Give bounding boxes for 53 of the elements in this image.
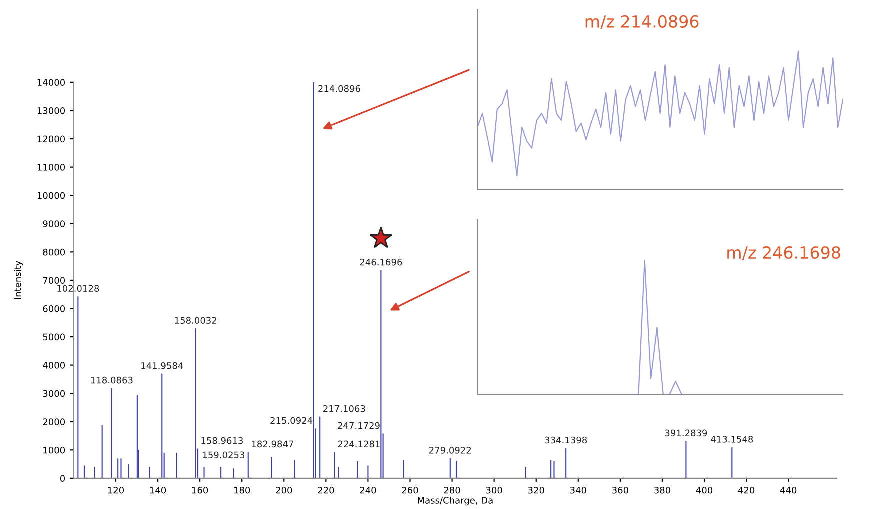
- y-tick-label: 11000: [38, 164, 66, 171]
- x-tick-label: 160: [192, 486, 208, 494]
- y-tick-label: 0: [60, 475, 66, 482]
- annotation: 224.1281: [338, 440, 380, 448]
- annotation: 334.1398: [545, 436, 588, 444]
- x-tick-label: 360: [612, 486, 628, 494]
- y-tick-label: 3000: [43, 390, 66, 398]
- x-tick-label: 280: [444, 486, 460, 494]
- y-tick-label: 7000: [43, 277, 66, 284]
- y-tick-label: 9000: [43, 220, 66, 228]
- chart-title: m/z 214.0896: [586, 15, 699, 30]
- x-tick-label: 420: [738, 486, 755, 494]
- y-tick-label: 13000: [38, 107, 66, 114]
- annotation: 102.0128: [58, 285, 100, 292]
- x-tick-label: 440: [780, 486, 797, 494]
- y-tick-label: 2000: [43, 418, 66, 426]
- x-tick-label: 200: [276, 486, 292, 494]
- annotation: 279.0922: [430, 447, 472, 454]
- y-tick-label: 10000: [38, 192, 66, 200]
- x-tick-label: 120: [108, 486, 124, 494]
- y-tick-label: 14000: [38, 79, 66, 86]
- annotation: 217.1063: [324, 405, 366, 412]
- annotation: 158.0032: [175, 317, 216, 324]
- x-tick-label: 220: [318, 486, 334, 494]
- annotation: 182.9847: [252, 440, 294, 448]
- annotation: 159.0253: [203, 452, 245, 459]
- x-tick-label: 240: [360, 486, 376, 494]
- x-tick-label: 140: [150, 486, 166, 494]
- y-tick-label: 4000: [43, 362, 66, 369]
- x-tick-label: 320: [528, 486, 544, 494]
- x-tick-label: 400: [696, 486, 713, 494]
- annotation: 141.9584: [142, 362, 184, 370]
- annotation: 246.1696: [360, 258, 402, 266]
- chart-title: m/z 246.1698: [728, 246, 840, 260]
- y-tick-label: 8000: [43, 248, 66, 256]
- y-tick-label: 5000: [43, 334, 66, 341]
- x-tick-label: 380: [654, 486, 670, 494]
- x-tick-label: 260: [402, 486, 418, 494]
- annotation: 158.9613: [202, 437, 244, 444]
- y-tick-label: 1000: [44, 446, 66, 454]
- annotation: 215.0924: [270, 417, 313, 424]
- y-tick-label: 6000: [43, 305, 66, 312]
- x-tick-label: 300: [486, 486, 502, 494]
- annotation: 413.1548: [711, 436, 754, 443]
- x-tick-label: 340: [570, 486, 586, 494]
- annotation: 391.2839: [665, 430, 708, 437]
- y-axis-title: Intensity: [14, 261, 24, 300]
- y-tick-label: 12000: [38, 136, 66, 143]
- annotation: 247.1729: [338, 422, 380, 430]
- x-tick-label: 180: [234, 486, 250, 494]
- annotation: 214.0896: [318, 85, 360, 92]
- annotation: 118.0863: [91, 376, 133, 384]
- x-axis-title: Mass/Charge, Da: [418, 496, 493, 506]
